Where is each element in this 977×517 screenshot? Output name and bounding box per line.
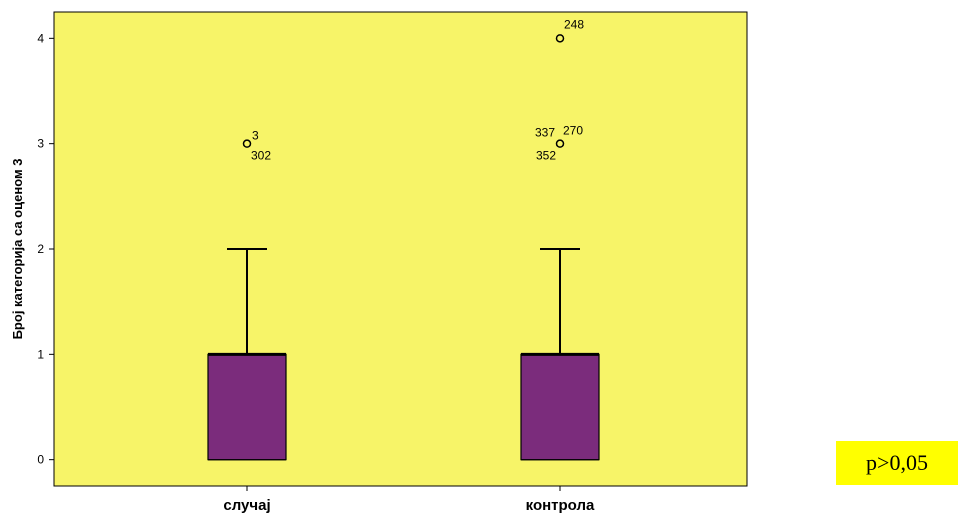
y-tick-label: 1 bbox=[37, 347, 44, 361]
y-tick-label: 4 bbox=[37, 31, 44, 45]
outlier-label: 3 bbox=[252, 129, 259, 143]
x-category-label: случај bbox=[223, 497, 270, 514]
box-group: 337 270 352 248 bbox=[520, 17, 600, 461]
iqr-box bbox=[207, 353, 287, 461]
outlier-point bbox=[555, 34, 565, 43]
axis-layer: 0 1 2 3 4 случај контрола bbox=[37, 31, 595, 514]
x-category-label: контрола bbox=[526, 497, 595, 514]
plot-area bbox=[53, 11, 748, 487]
outlier-point bbox=[555, 139, 565, 148]
outlier-label: 352 bbox=[536, 149, 556, 163]
y-tick-label: 2 bbox=[37, 242, 44, 256]
iqr-box bbox=[520, 353, 600, 461]
y-tick-label: 3 bbox=[37, 137, 44, 151]
p-value-annotation: p>0,05 bbox=[836, 441, 958, 485]
outlier-label: 302 bbox=[251, 149, 271, 163]
y-axis-label: Број категорија са оценом 3 bbox=[10, 159, 25, 340]
outlier-point bbox=[242, 139, 252, 148]
outlier-label: 270 bbox=[563, 124, 583, 138]
y-tick-label: 0 bbox=[37, 453, 44, 467]
outlier-label: 248 bbox=[564, 17, 584, 31]
outlier-label: 337 bbox=[535, 126, 555, 140]
